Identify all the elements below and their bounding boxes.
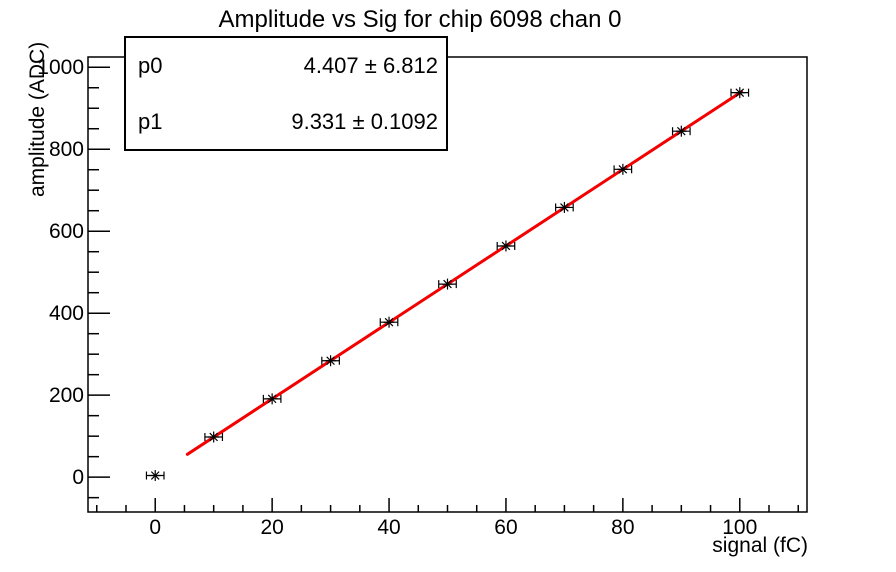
y-axis-title: amplitude (ADC) — [26, 42, 49, 197]
y-tick-label: 200 — [49, 384, 84, 407]
marker-spoke — [150, 471, 160, 480]
marker-spoke — [735, 88, 745, 97]
marker-spoke — [560, 203, 569, 212]
x-axis-title: signal (fC) — [712, 534, 808, 557]
marker-spoke — [326, 356, 335, 366]
y-tick-label: 800 — [49, 138, 84, 161]
data-point — [613, 163, 633, 175]
y-tick-label: 400 — [49, 302, 84, 325]
y-axis: 0 200 400 600 800 1000 — [37, 56, 110, 499]
marker-spoke — [443, 279, 452, 289]
data-point — [262, 393, 282, 405]
data-point — [438, 278, 457, 290]
x-tick-label: 100 — [722, 516, 757, 539]
data-point — [379, 316, 399, 328]
data-point — [555, 201, 574, 213]
x-tick-label: 20 — [260, 516, 283, 539]
marker-spoke — [267, 394, 277, 404]
marker-spoke — [677, 126, 686, 136]
stats-box: p0 4.407 ± 6.812 p1 9.331 ± 0.1092 — [124, 36, 448, 151]
stats-p1-label: p1 — [138, 109, 162, 134]
x-tick-label: 80 — [611, 516, 634, 539]
y-tick-label: 600 — [49, 220, 84, 243]
marker-spoke — [501, 241, 511, 251]
marker-spoke — [384, 317, 394, 327]
x-tick-label: 40 — [377, 516, 400, 539]
x-tick-label: 60 — [494, 516, 517, 539]
data-point — [496, 240, 516, 252]
stats-p1-value: 9.331 ± 0.1092 — [291, 109, 438, 134]
y-tick-label: 1000 — [37, 56, 84, 79]
stats-p0-value: 4.407 ± 6.812 — [304, 53, 438, 78]
data-point — [730, 87, 750, 99]
stats-p0-label: p0 — [138, 53, 162, 78]
stats-box-frame — [124, 36, 448, 151]
data-point — [204, 431, 224, 443]
x-axis: 0 20 40 60 80 100 — [96, 498, 799, 539]
marker-spoke — [209, 432, 218, 442]
data-point — [145, 470, 165, 482]
data-point — [321, 355, 340, 367]
chart-title: Amplitude vs Sig for chip 6098 chan 0 — [219, 6, 622, 33]
marker-spoke — [618, 165, 628, 174]
fit-line — [185, 90, 744, 456]
y-tick-label: 0 — [72, 466, 84, 489]
x-tick-label: 0 — [149, 516, 161, 539]
data-point — [671, 125, 691, 137]
